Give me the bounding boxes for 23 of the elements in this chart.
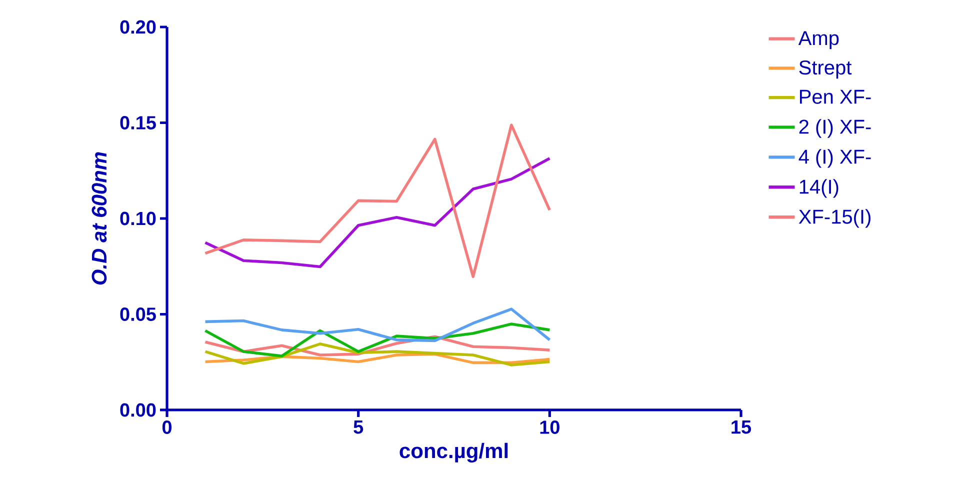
y-tick-label: 0.10 (120, 212, 156, 226)
y-tick-label: 0.00 (120, 403, 156, 417)
x-tick-label: 0 (162, 420, 172, 434)
line-series (204, 322, 552, 358)
line-series (204, 124, 552, 278)
line-series (204, 342, 552, 366)
line-series (204, 156, 552, 268)
x-tick-label: 15 (732, 420, 752, 434)
legend-label: XF-15(I) (798, 209, 870, 228)
legend-label: Pen XF- (800, 90, 871, 104)
legend-label: Strept (799, 60, 852, 79)
x-axis-title: conc.µg/ml (400, 442, 508, 463)
y-tick-label: 0.15 (120, 116, 156, 130)
line-series (204, 308, 552, 342)
legend-label: 2 (I) XF- (799, 119, 871, 138)
legend-label: 4 (I) XF- (798, 149, 871, 168)
y-tick-label: 0.20 (120, 20, 156, 34)
x-tick-label: 5 (354, 420, 364, 434)
legend-label: Amp (798, 31, 839, 50)
y-axis-title: O.D at 600nm (92, 152, 107, 285)
legend-label: 14(I) (800, 179, 838, 198)
y-tick-label: 0.05 (120, 308, 156, 321)
x-tick-label: 10 (540, 420, 560, 434)
